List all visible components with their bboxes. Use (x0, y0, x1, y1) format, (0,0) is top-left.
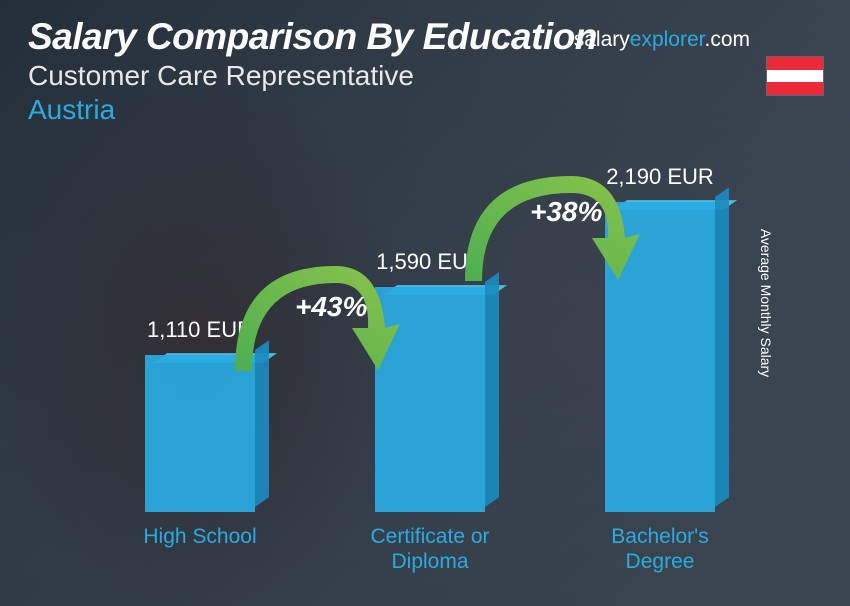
brand-mid: explorer (630, 28, 705, 51)
increase-pct-1: +38% (530, 196, 602, 228)
bar-side-face-2 (715, 187, 729, 507)
increase-pct-0: +43% (295, 291, 367, 323)
bar-label-0: High School (120, 524, 280, 576)
flag-stripe-top (767, 57, 823, 70)
bar-label-2: Bachelor'sDegree (580, 524, 740, 576)
chart-country: Austria (28, 94, 822, 126)
brand-logo: salaryexplorer.com (574, 28, 750, 52)
bar-side-face-1 (485, 272, 499, 507)
bar-chart: 1,110 EUR High School 1,590 EUR Certific… (80, 156, 780, 576)
brand-prefix: salary (574, 28, 630, 51)
arrow-curve-icon-1 (450, 161, 670, 301)
chart-subtitle: Customer Care Representative (28, 60, 822, 92)
flag-stripe-mid (767, 70, 823, 83)
increase-arrow-1 (450, 161, 670, 301)
bar-label-1: Certificate orDiploma (350, 524, 510, 576)
austria-flag-icon (766, 56, 824, 96)
brand-suffix: .com (704, 28, 750, 51)
flag-stripe-bottom (767, 82, 823, 95)
